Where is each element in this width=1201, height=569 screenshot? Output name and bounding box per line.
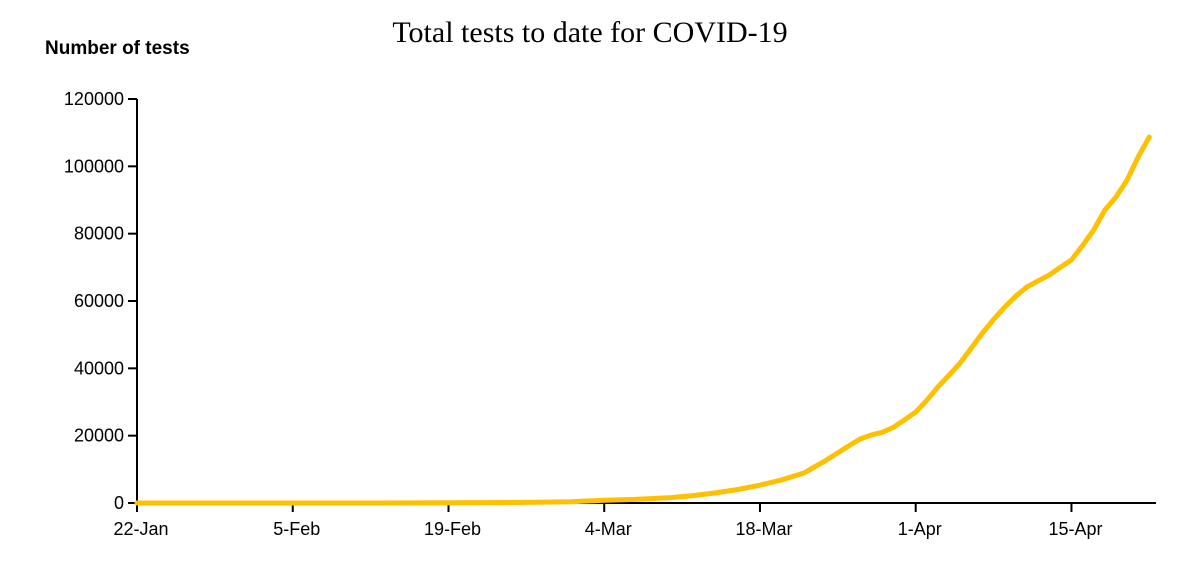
y-tick-label: 80000 [74, 224, 124, 244]
x-tick-label: 22-Jan [113, 519, 168, 539]
y-tick-label: 100000 [64, 156, 124, 176]
x-tick-label: 18-Mar [735, 519, 792, 539]
x-tick-label: 4-Mar [585, 519, 632, 539]
y-tick-label: 40000 [74, 358, 124, 378]
y-tick-label: 60000 [74, 291, 124, 311]
x-tick-label: 1-Apr [898, 519, 942, 539]
x-tick-label: 15-Apr [1048, 519, 1102, 539]
y-tick-label: 120000 [64, 89, 124, 109]
y-tick-label: 20000 [74, 426, 124, 446]
chart-title: Total tests to date for COVID-19 [392, 16, 788, 49]
series-line-total-tests [134, 134, 1152, 506]
x-tick-label: 5-Feb [273, 519, 320, 539]
y-axis-title: Number of tests [45, 38, 190, 59]
y-tick-label: 0 [114, 493, 124, 513]
x-tick-label: 19-Feb [424, 519, 481, 539]
